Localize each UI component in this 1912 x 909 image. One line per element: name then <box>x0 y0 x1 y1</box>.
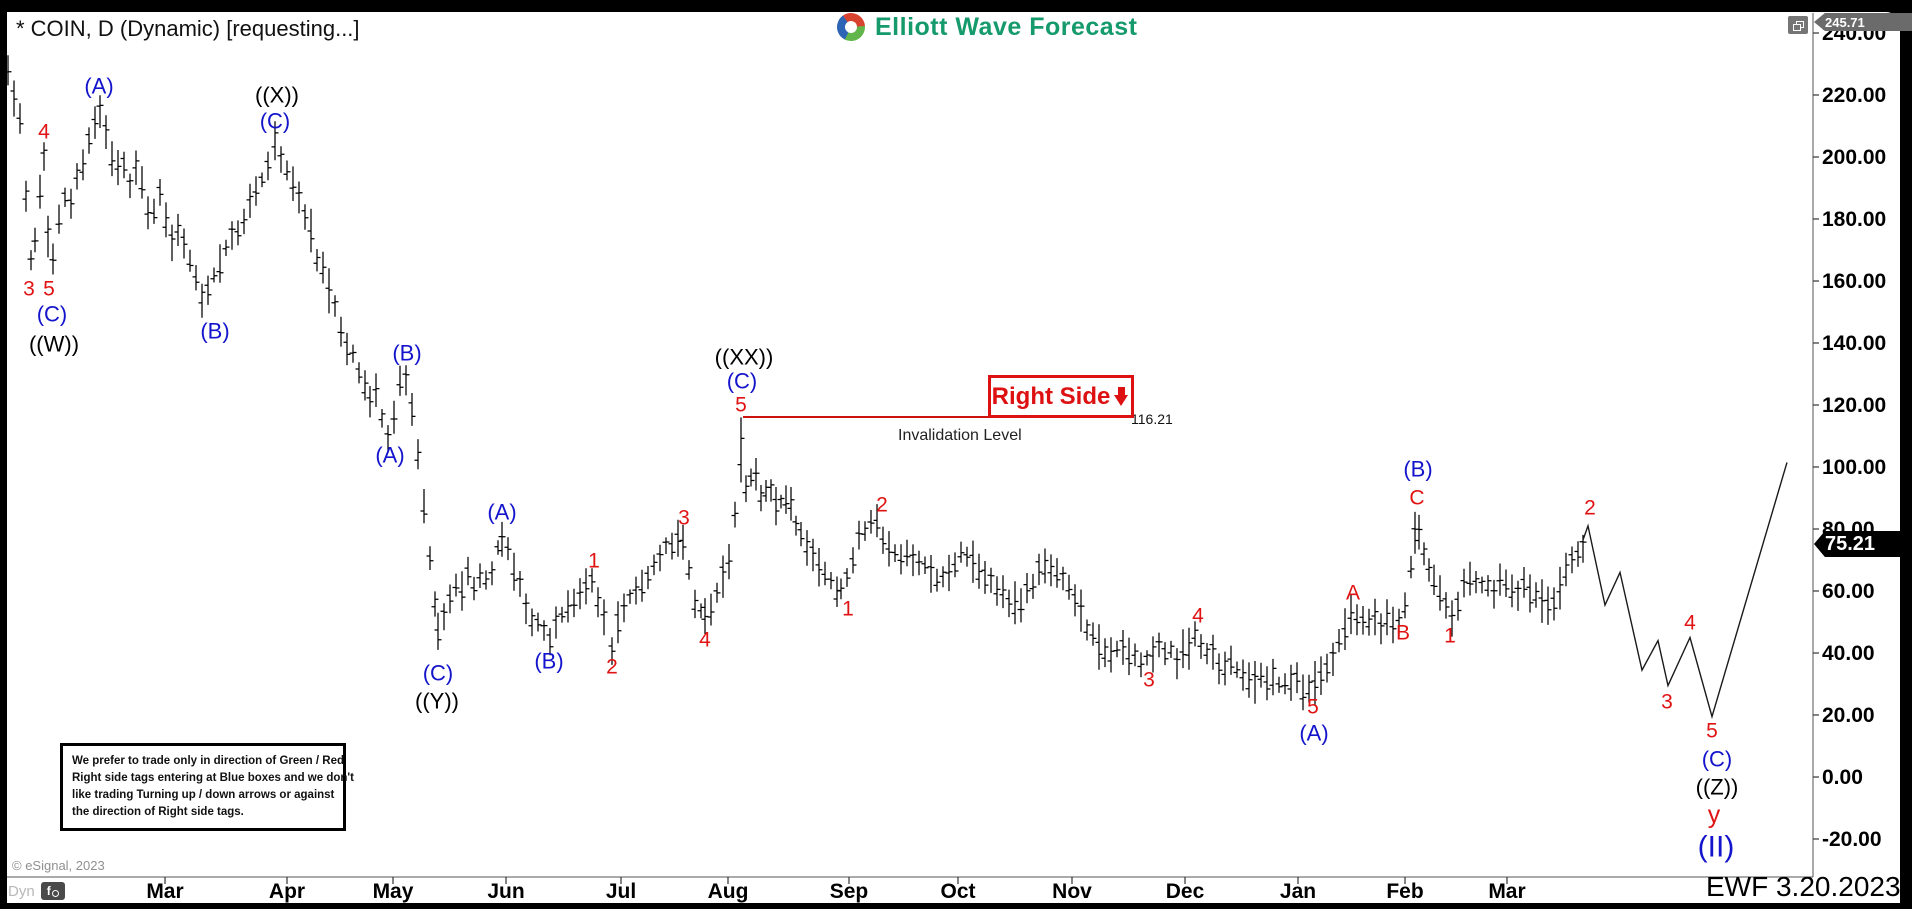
note-line: We prefer to trade only in direction of … <box>72 755 344 767</box>
note-line: Right side tags entering at Blue boxes a… <box>72 772 354 784</box>
brand-logo: Elliott Wave Forecast <box>836 12 1137 42</box>
price-tick-label: -20.00 <box>1822 828 1882 851</box>
price-tick-label: 140.00 <box>1822 332 1886 355</box>
month-label: Jul <box>606 880 636 903</box>
wave-label-A[interactable]: (A) <box>1299 721 1328 746</box>
chart-mode-row: Dyn f <box>8 882 65 900</box>
wave-label-W[interactable]: ((W)) <box>29 332 79 357</box>
wave-label-A[interactable]: A <box>1346 581 1360 604</box>
wave-label-4[interactable]: 4 <box>1192 604 1204 627</box>
price-tick-label: 40.00 <box>1822 642 1875 665</box>
wave-label-2[interactable]: 2 <box>606 655 618 678</box>
wave-label-XX[interactable]: ((XX)) <box>715 345 774 370</box>
wave-label-C[interactable]: (C) <box>727 369 758 394</box>
wave-label-C[interactable]: (C) <box>1702 747 1733 772</box>
wave-label-2[interactable]: 2 <box>1584 496 1596 519</box>
time-axis: Mar Apr May Jun Jul Aug Sep Oct Nov Dec Jan Feb Mar <box>146 877 1526 903</box>
month-label: Feb <box>1386 880 1423 903</box>
wave-label-4[interactable]: 4 <box>38 120 50 143</box>
brand-logo-icon <box>837 13 865 41</box>
wave-label-A[interactable]: (A) <box>84 74 113 99</box>
right-side-tag-label: Right Side <box>991 382 1111 410</box>
wave-label-1[interactable]: 1 <box>1444 624 1456 647</box>
lock-icon[interactable]: f <box>40 882 65 900</box>
trading-note-box[interactable]: We prefer to trade only in direction of … <box>60 743 354 831</box>
wave-label-B[interactable]: (B) <box>1403 457 1432 482</box>
down-arrow-icon <box>1114 386 1130 408</box>
esignal-copyright: © eSignal, 2023 <box>12 858 105 873</box>
wave-label-B[interactable]: B <box>1396 621 1410 644</box>
price-bars <box>4 55 1587 711</box>
dynamic-mode-label: Dyn <box>8 882 35 900</box>
invalidation-price-label: 116.21 <box>1131 411 1173 427</box>
wave-label-3[interactable]: 3 <box>23 277 35 300</box>
wave-label-C[interactable]: C <box>1409 486 1424 509</box>
wave-label-X[interactable]: ((X)) <box>255 83 299 108</box>
month-label: Mar <box>1488 880 1525 903</box>
note-line: the direction of Right side tags. <box>72 806 244 818</box>
wave-label-1[interactable]: 1 <box>588 549 600 572</box>
wave-label-1[interactable]: 1 <box>842 597 854 620</box>
month-label: Jun <box>487 880 524 903</box>
month-label: Sep <box>830 880 869 903</box>
price-tick-label: 120.00 <box>1822 394 1886 417</box>
wave-label-5[interactable]: 5 <box>1706 719 1718 742</box>
wave-label-A[interactable]: (A) <box>375 443 404 468</box>
wave-label-y[interactable]: y <box>1708 801 1721 829</box>
wave-label-A[interactable]: (A) <box>487 500 516 525</box>
price-tick-label: 20.00 <box>1822 704 1875 727</box>
month-label: Nov <box>1052 880 1092 903</box>
month-label: Dec <box>1166 880 1205 903</box>
wave-label-4[interactable]: 4 <box>1684 611 1696 634</box>
wave-label-Z[interactable]: ((Z)) <box>1696 775 1739 800</box>
invalidation-level-label: Invalidation Level <box>898 427 1022 444</box>
month-label: May <box>373 880 414 903</box>
session-high-price-badge: 245.71 <box>1814 13 1912 31</box>
month-label: Aug <box>708 880 749 903</box>
invalidation-level-line[interactable] <box>743 416 1128 418</box>
wave-label-B[interactable]: (B) <box>200 319 229 344</box>
month-label: Apr <box>269 880 305 903</box>
wave-label-C[interactable]: (C) <box>37 302 68 327</box>
wave-label-II[interactable]: (II) <box>1698 831 1735 864</box>
price-tick-label: 200.00 <box>1822 146 1886 169</box>
restore-window-icon <box>1793 20 1804 31</box>
wave-labels: (A) ((X))(C)43 5(C)((W))(B)(B)(A)(A)(C)((Y… <box>23 74 1738 864</box>
wave-label-3[interactable]: 3 <box>1143 668 1155 691</box>
wave-label-5[interactable]: 5 <box>735 393 747 416</box>
wave-label-2[interactable]: 2 <box>876 493 888 516</box>
wave-label-C[interactable]: (C) <box>423 661 454 686</box>
symbol-title: * COIN, D (Dynamic) [requesting...] <box>16 16 360 41</box>
brand-logo-text: Elliott Wave Forecast <box>875 12 1138 41</box>
month-label: Jan <box>1280 880 1316 903</box>
wave-label-4[interactable]: 4 <box>699 628 711 651</box>
ewf-date-stamp: EWF 3.20.2023 <box>1706 871 1901 902</box>
wave-label-B[interactable]: (B) <box>534 649 563 674</box>
wave-label-5[interactable]: 5 <box>43 277 55 300</box>
price-tick-label: 160.00 <box>1822 270 1886 293</box>
wave-label-B[interactable]: (B) <box>392 341 421 366</box>
wave-label-5[interactable]: 5 <box>1307 695 1319 718</box>
note-line: like trading Turning up / down arrows or… <box>72 789 335 801</box>
wave-label-Y[interactable]: ((Y)) <box>415 689 459 714</box>
wave-label-3[interactable]: 3 <box>1661 690 1673 713</box>
forecast-projection-line[interactable] <box>1582 462 1788 720</box>
price-tick-label: 0.00 <box>1822 766 1863 789</box>
restore-window-button[interactable] <box>1788 16 1808 34</box>
right-side-tag[interactable]: Right Side <box>988 375 1134 418</box>
wave-label-3[interactable]: 3 <box>678 506 690 529</box>
price-axis: 240.00220.00200.00180.00160.00140.00120.… <box>1813 22 1886 851</box>
last-price-badge: 75.21 <box>1814 531 1912 557</box>
month-label: Oct <box>940 880 975 903</box>
month-label: Mar <box>146 880 183 903</box>
price-tick-label: 220.00 <box>1822 84 1886 107</box>
price-tick-label: 100.00 <box>1822 456 1886 479</box>
price-tick-label: 180.00 <box>1822 208 1886 231</box>
price-tick-label: 60.00 <box>1822 580 1875 603</box>
wave-label-C[interactable]: (C) <box>260 109 291 134</box>
